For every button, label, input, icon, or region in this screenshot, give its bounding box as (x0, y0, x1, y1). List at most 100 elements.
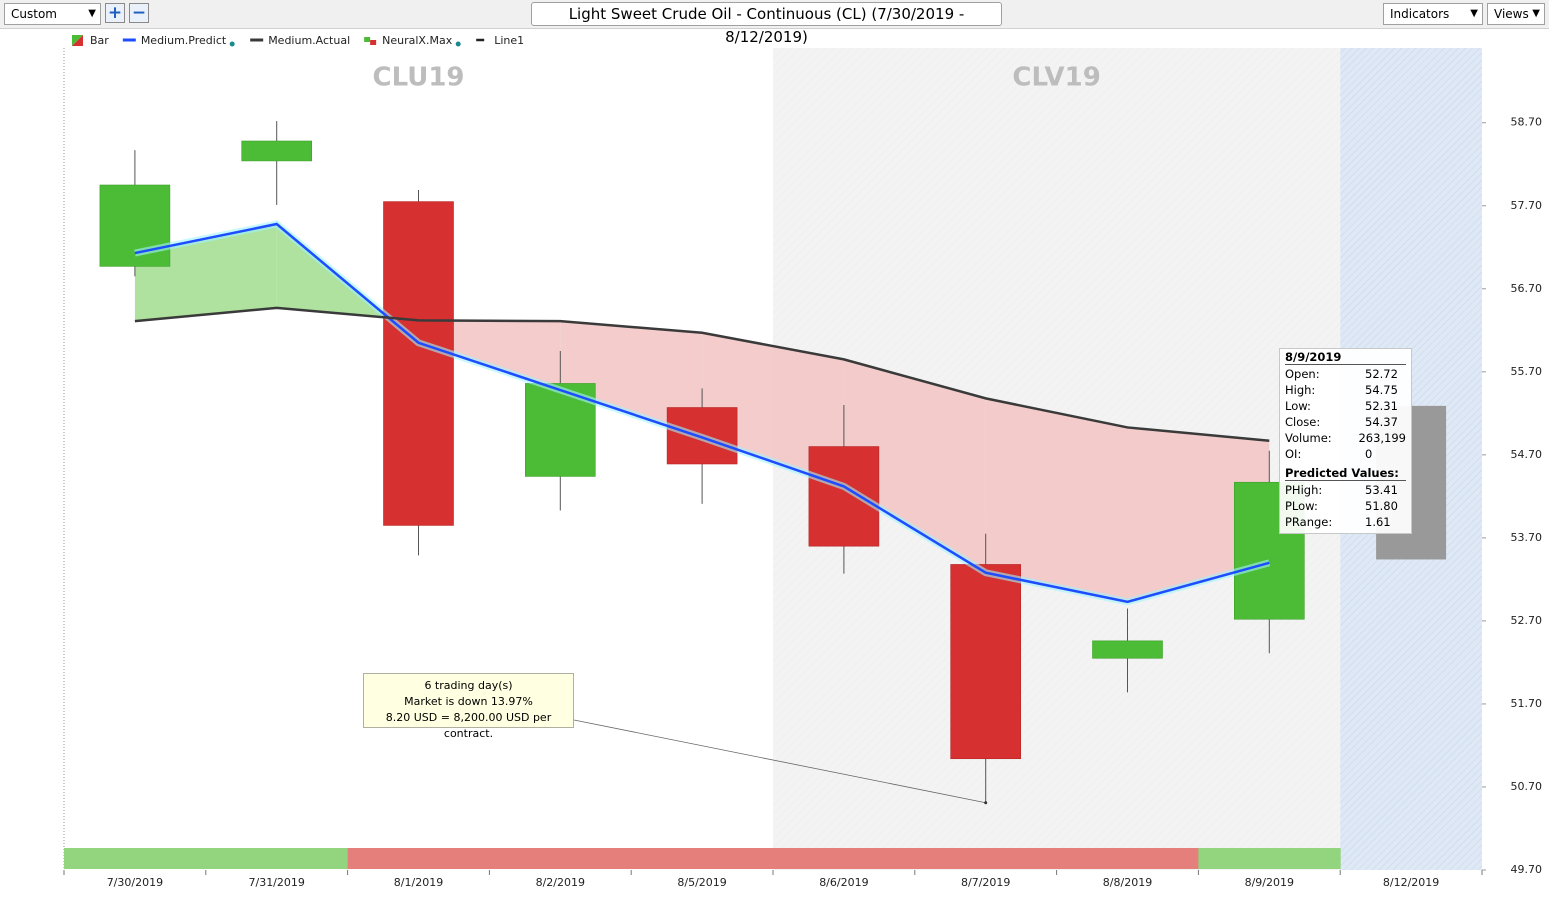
legend-label: Line1 (494, 34, 524, 47)
y-tick-label: 53.70 (1511, 531, 1543, 544)
tooltip: 8/9/2019 Open: 52.72 High: 54.75 Low: 52.31 Clo… (1279, 348, 1412, 534)
series-line (134, 222, 1270, 604)
series-line (134, 306, 1270, 442)
tooltip-row: Open: 52.72 (1285, 366, 1406, 382)
candle-body (1092, 640, 1163, 659)
legend-label: Medium.Actual (268, 34, 350, 47)
preset-label: Custom (11, 7, 57, 21)
tooltip-value: 53.41 (1365, 483, 1398, 497)
tooltip-value: 54.37 (1365, 415, 1398, 429)
tooltip-key: PLow: (1285, 499, 1318, 513)
x-tick-label: 7/31/2019 (248, 876, 304, 889)
spread-fill (985, 398, 1128, 602)
trend-segment (347, 848, 490, 869)
y-tick-label: 58.70 (1511, 116, 1543, 129)
annotation-leader (573, 719, 986, 804)
spread-fill (1127, 427, 1270, 602)
indicators-label: Indicators (1390, 7, 1450, 21)
y-tick-label: 52.70 (1511, 614, 1543, 627)
trend-segment (64, 848, 207, 869)
legend-label: Bar (90, 34, 109, 47)
y-tick-label: 54.70 (1511, 448, 1543, 461)
y-tick-label: 49.70 (1511, 863, 1543, 876)
tooltip-row: Low: 52.31 (1285, 398, 1406, 414)
trend-segment (914, 848, 1058, 869)
legend-label: Medium.Predict (141, 34, 227, 47)
tooltip-value: 51.80 (1365, 499, 1398, 513)
spread-fill (560, 321, 703, 438)
spread-fill (843, 359, 986, 573)
y-tick-label: 51.70 (1511, 697, 1543, 710)
tooltip-key: Low: (1285, 399, 1311, 413)
tooltip-section: Predicted Values: (1285, 466, 1406, 481)
tooltip-row: Close: 54.37 (1285, 414, 1406, 430)
x-tick-label: 8/6/2019 (819, 876, 868, 889)
legend-dot (455, 41, 461, 47)
x-tick-label: 8/9/2019 (1245, 876, 1294, 889)
x-tick-label: 8/12/2019 (1383, 876, 1439, 889)
x-tick-label: 8/8/2019 (1103, 876, 1152, 889)
tooltip-value: 263,199 (1358, 431, 1406, 445)
tooltip-key: High: (1285, 383, 1316, 397)
views-dropdown[interactable]: Views ▼ (1487, 3, 1545, 25)
y-tick-label: 56.70 (1511, 282, 1543, 295)
y-tick-label: 57.70 (1511, 199, 1543, 212)
candle-body (99, 184, 171, 267)
trend-segment (773, 848, 916, 869)
x-tick-label: 8/2/2019 (536, 876, 585, 889)
tooltip-key: PRange: (1285, 515, 1333, 529)
trend-segment (631, 848, 774, 869)
annotation-point (984, 801, 988, 805)
tooltip-key: Open: (1285, 367, 1320, 381)
x-tick-label: 8/7/2019 (961, 876, 1010, 889)
x-tick-label: 8/1/2019 (394, 876, 443, 889)
legend-icon (370, 40, 377, 45)
candle-body (808, 446, 880, 547)
tooltip-value: 52.31 (1365, 399, 1398, 413)
tooltip-row: Volume: 263,199 (1285, 430, 1406, 446)
trend-segment (489, 848, 632, 869)
tooltip-value: 54.75 (1365, 383, 1398, 397)
zoom-in-button[interactable]: + (105, 3, 125, 23)
tooltip-key: OI: (1285, 447, 1302, 461)
tooltip-value: 1.61 (1365, 515, 1391, 529)
tooltip-key: Close: (1285, 415, 1321, 429)
tooltip-value: 0 (1365, 447, 1373, 461)
tooltip-key: PHigh: (1285, 483, 1323, 497)
tooltip-row: PLow: 51.80 (1285, 498, 1406, 514)
y-tick-label: 55.70 (1511, 365, 1543, 378)
legend-label: NeuralX.Max (382, 34, 453, 47)
x-tick-label: 8/5/2019 (677, 876, 726, 889)
annotation-line: Market is down 13.97% (404, 695, 533, 708)
annotation-line: 8.20 USD = 8,200.00 USD per contract. (385, 711, 552, 740)
annotation-line: 6 trading day(s) (424, 679, 513, 692)
contract-label: CLV19 (1012, 63, 1100, 93)
legend-icon (364, 37, 371, 42)
legend-dot (229, 41, 235, 47)
tooltip-row: High: 54.75 (1285, 382, 1406, 398)
trend-segment (1056, 848, 1199, 869)
zoom-out-button[interactable]: − (129, 3, 149, 23)
toolbar: Custom ▼ + − Light Sweet Crude Oil - Cont… (0, 0, 1549, 46)
candle-body (950, 564, 1022, 760)
tooltip-row: PHigh: 53.41 (1285, 482, 1406, 498)
legend-icon (72, 35, 83, 46)
preset-dropdown[interactable]: Custom ▼ (4, 3, 101, 25)
views-label: Views (1494, 7, 1529, 21)
candle-body (241, 140, 312, 162)
contract-label: CLU19 (372, 63, 464, 93)
x-tick-label: 7/30/2019 (107, 876, 163, 889)
tooltip-row: OI: 0 (1285, 446, 1406, 462)
y-tick-label: 50.70 (1511, 780, 1543, 793)
trend-segment (205, 848, 349, 869)
trend-segment (1198, 848, 1341, 869)
annotation: 6 trading day(s) Market is down 13.97% 8.2… (363, 673, 574, 740)
candle-body (383, 201, 454, 526)
tooltip-key: Volume: (1285, 431, 1332, 445)
tooltip-value: 52.72 (1365, 367, 1398, 381)
indicators-dropdown[interactable]: Indicators ▼ (1383, 3, 1483, 25)
tooltip-row: PRange: 1.61 (1285, 514, 1406, 530)
spread-fill (418, 320, 561, 391)
